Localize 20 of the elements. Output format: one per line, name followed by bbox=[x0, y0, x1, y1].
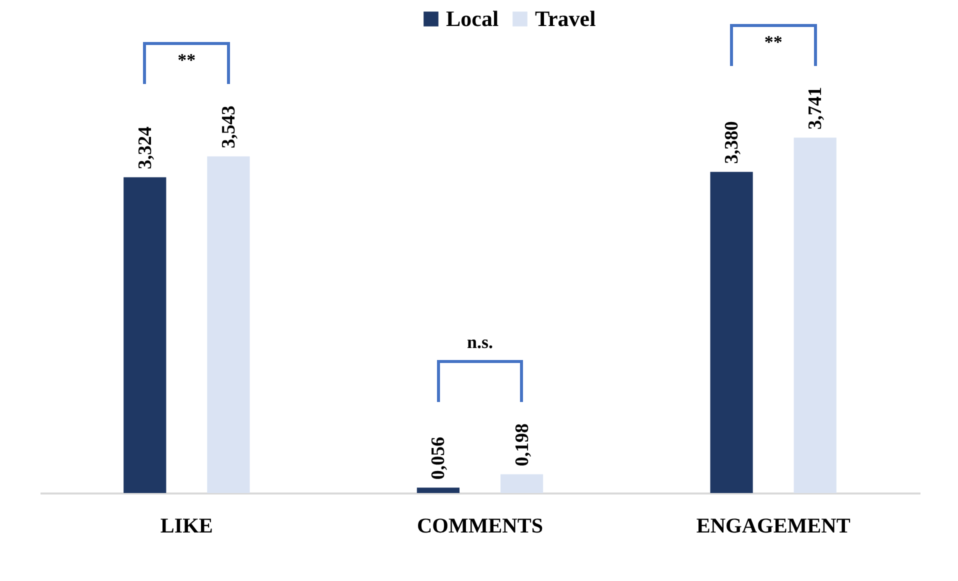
data-label: 3,324 bbox=[134, 126, 156, 170]
annotation: n.s. bbox=[466, 332, 494, 354]
legend-label: Local bbox=[446, 6, 499, 31]
x-tick-label: COMMENTS bbox=[417, 514, 543, 538]
x-tick-label: ENGAGEMENT bbox=[696, 514, 850, 538]
bar bbox=[124, 177, 166, 493]
bar bbox=[500, 474, 544, 493]
x-tick-label: LIKE bbox=[160, 514, 213, 538]
data-label: 0,056 bbox=[428, 436, 450, 480]
legend-label: Travel bbox=[535, 6, 596, 31]
data-label: 0,198 bbox=[512, 423, 533, 466]
text: ** bbox=[178, 50, 196, 72]
bar bbox=[416, 488, 460, 493]
bar bbox=[710, 172, 753, 493]
bar bbox=[207, 156, 250, 493]
bar bbox=[794, 138, 836, 493]
data-label: 3,741 bbox=[805, 86, 826, 130]
data-label: 3,543 bbox=[218, 106, 240, 148]
text: ** bbox=[764, 32, 782, 53]
data-label: 3,380 bbox=[722, 121, 743, 164]
